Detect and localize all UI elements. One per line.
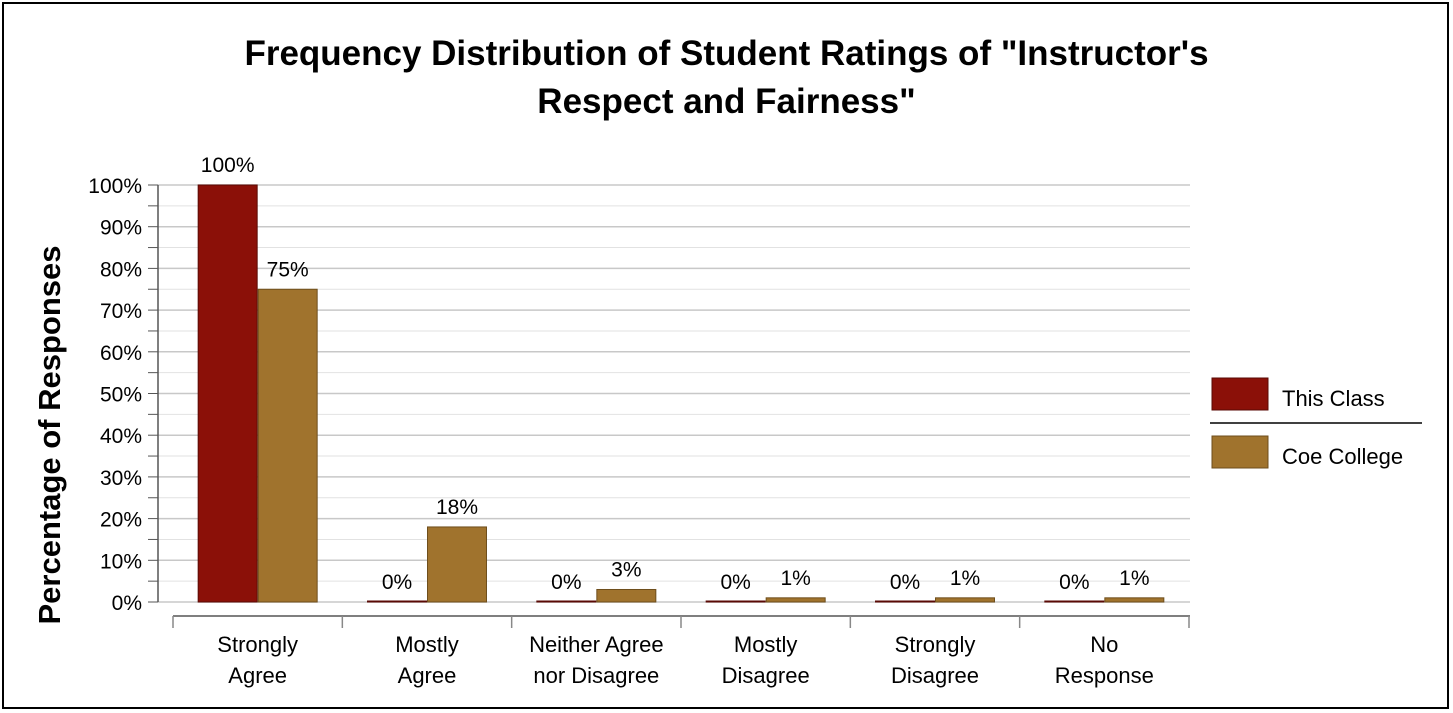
y-tick-labels: 0% 10% 20% 30% 40% 50% 60% 70% 80% 90% 100% (88, 175, 142, 615)
x-category-label: Disagree (722, 663, 810, 688)
y-tick-label: 40% (100, 425, 142, 448)
data-label: 75% (267, 258, 309, 281)
bar-this-class (705, 600, 766, 603)
bar-coe-college (427, 526, 487, 603)
data-label: 1% (1119, 567, 1149, 590)
y-tick-label: 100% (88, 175, 142, 198)
bar-coe-college (935, 597, 995, 603)
bar-coe-college (257, 288, 318, 603)
y-tick-label: 80% (100, 258, 142, 281)
legend-label: This Class (1282, 386, 1385, 411)
data-label: 0% (551, 571, 581, 594)
x-category-label: No (1090, 632, 1118, 657)
x-category-label: Strongly (217, 632, 298, 657)
x-category-label: Mostly (734, 632, 798, 657)
bar-this-class (875, 600, 935, 603)
x-category-label: Neither Agree (529, 632, 664, 657)
gridlines (158, 184, 1190, 603)
x-category-label: Agree (228, 663, 287, 688)
data-label: 3% (611, 558, 641, 581)
y-axis-label: Percentage of Responses (32, 245, 67, 624)
x-category-labels: Strongly Agree Mostly Agree Neither Agree nor… (217, 632, 1154, 688)
bar-coe-college (1104, 597, 1165, 603)
data-label: 0% (1059, 571, 1089, 594)
x-category-label: Mostly (395, 632, 459, 657)
data-label: 18% (436, 496, 478, 519)
bars (197, 184, 1165, 603)
chart-title-line-2: Respect and Fairness" (537, 82, 916, 121)
data-label: 100% (201, 154, 255, 177)
legend-swatch (1211, 435, 1269, 469)
bar-coe-college (596, 588, 657, 603)
data-label: 0% (890, 571, 920, 594)
bar-this-class (197, 184, 258, 603)
data-label: 0% (720, 571, 750, 594)
y-tick-label: 60% (100, 342, 142, 365)
y-tick-label: 10% (100, 550, 142, 573)
x-category-label: Response (1055, 663, 1154, 688)
data-label: 1% (950, 567, 980, 590)
y-tick-label: 0% (112, 592, 142, 615)
bar-this-class (367, 600, 427, 603)
x-category-label: nor Disagree (533, 663, 659, 688)
data-labels: 100% 75% 0% 18% 0% 3% 0% 1% 0% 1% 0% 1% (201, 154, 1150, 594)
legend-label: Coe College (1282, 444, 1403, 469)
data-label: 0% (382, 571, 412, 594)
bar-coe-college (765, 597, 826, 603)
y-tick-label: 30% (100, 467, 142, 490)
x-category-label: Agree (398, 663, 457, 688)
legend-swatch (1211, 377, 1269, 411)
axes (148, 184, 1190, 628)
y-tick-label: 90% (100, 217, 142, 240)
bar-this-class (1044, 600, 1105, 603)
y-tick-label: 20% (100, 509, 142, 532)
bar-this-class (536, 600, 597, 603)
x-category-label: Strongly (895, 632, 976, 657)
chart-title: Frequency Distribution of Student Rating… (0, 30, 1453, 126)
y-tick-label: 70% (100, 300, 142, 323)
legend: This Class Coe College (1210, 377, 1422, 469)
x-category-label: Disagree (891, 663, 979, 688)
data-label: 1% (780, 567, 810, 590)
chart-title-line-1: Frequency Distribution of Student Rating… (244, 34, 1209, 73)
y-tick-label: 50% (100, 384, 142, 407)
